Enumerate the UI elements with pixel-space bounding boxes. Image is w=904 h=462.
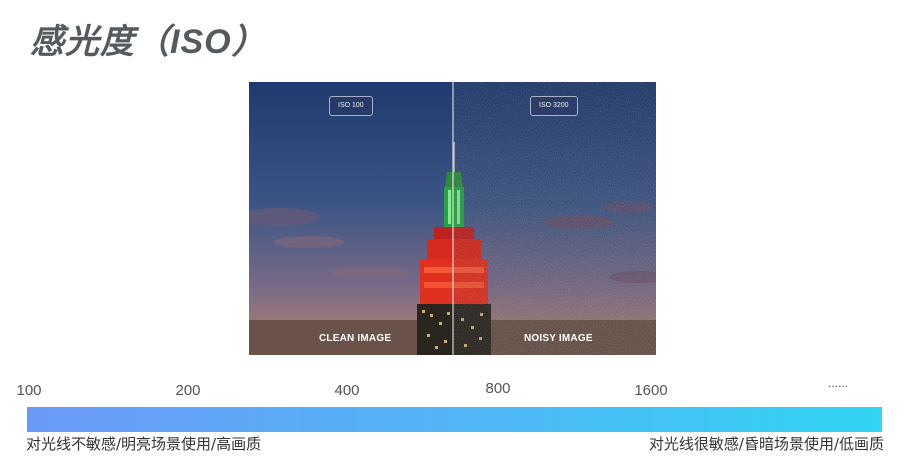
iso-100-badge: ISO 100 (329, 96, 373, 116)
iso-gradient-bar (27, 407, 882, 432)
low-iso-description: 对光线不敏感/明亮场景使用/高画质 (26, 435, 262, 453)
empire-state-building-illustration (249, 82, 656, 355)
iso-3200-badge: ISO 3200 (530, 96, 578, 116)
iso-tick-800: 800 (485, 380, 511, 397)
iso-tick-100: 100 (16, 382, 42, 399)
noisy-image-caption: NOISY IMAGE (524, 333, 593, 344)
clean-image-caption: CLEAN IMAGE (319, 333, 392, 344)
high-iso-description: 对光线很敏感/昏暗场景使用/低画质 (648, 435, 884, 453)
iso-comparison-image: ISO 100 ISO 3200 CLEAN IMAGE NOISY IMAGE (249, 82, 656, 355)
iso-tick-ellipsis: ...... (827, 376, 849, 390)
page-title: 感光度（ISO） (30, 23, 267, 61)
iso-tick-400: 400 (334, 382, 360, 399)
iso-tick-1600: 1600 (634, 382, 668, 399)
iso-tick-200: 200 (175, 382, 201, 399)
